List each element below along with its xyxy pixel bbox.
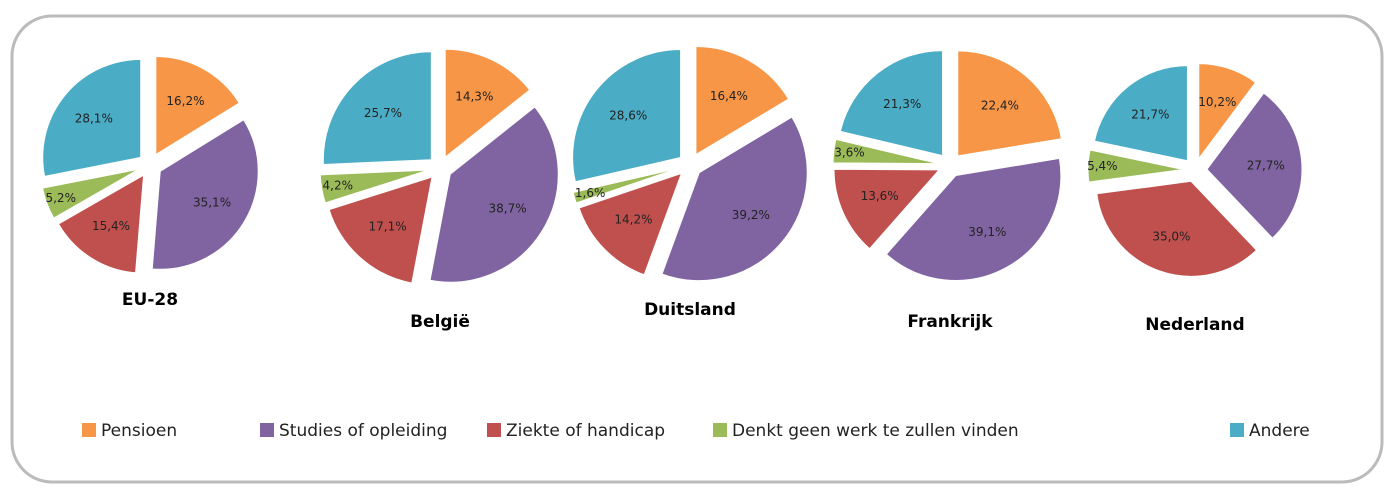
legend-swatch xyxy=(713,423,727,437)
pie-slice xyxy=(661,116,808,282)
pie-slice xyxy=(1206,92,1303,239)
data-label: 16,4% xyxy=(710,89,748,103)
pie-slice xyxy=(429,106,559,283)
pie-slice xyxy=(578,172,683,276)
pie-title: België xyxy=(410,312,470,332)
pie-slice xyxy=(695,46,790,156)
pie-slice xyxy=(155,56,240,156)
data-label: 28,1% xyxy=(75,111,113,125)
pie-slice xyxy=(1093,65,1188,162)
data-label: 21,7% xyxy=(1131,107,1169,121)
data-label: 39,1% xyxy=(968,225,1006,239)
data-label: 10,2% xyxy=(1198,95,1236,109)
data-label: 5,4% xyxy=(1087,159,1118,173)
pie-title: EU-28 xyxy=(122,290,178,310)
pie-slice xyxy=(319,169,429,204)
data-label: 25,7% xyxy=(364,106,402,120)
pie-slice xyxy=(1198,63,1257,161)
pie-slice xyxy=(957,50,1062,157)
pie-slice xyxy=(42,168,140,219)
legend-label: Ziekte of handicap xyxy=(506,421,665,441)
data-label: 39,2% xyxy=(732,208,770,222)
pie-title: Duitsland xyxy=(644,300,736,320)
data-label: 13,6% xyxy=(861,189,899,203)
legend-label: Studies of opleiding xyxy=(279,421,447,441)
pie-slice xyxy=(832,138,939,165)
legend-swatch xyxy=(260,423,274,437)
pie-slice xyxy=(572,49,682,183)
data-label: 28,6% xyxy=(609,108,647,122)
legend-label: Denkt geen werk te zullen vinden xyxy=(732,421,1019,441)
data-label: 3,6% xyxy=(834,145,865,159)
data-label: 4,2% xyxy=(323,179,354,193)
data-label: 16,2% xyxy=(166,94,204,108)
pie-slice xyxy=(839,50,944,157)
data-label: 14,2% xyxy=(614,213,652,227)
data-label: 5,2% xyxy=(45,191,76,205)
pie-slice xyxy=(328,176,433,284)
pie-slice xyxy=(322,51,432,165)
legend-label: Andere xyxy=(1249,421,1310,441)
pie-slice xyxy=(444,48,531,159)
data-label: 17,1% xyxy=(369,220,407,234)
pie-slice xyxy=(57,174,145,274)
data-label: 22,4% xyxy=(981,99,1019,113)
data-label: 38,7% xyxy=(489,201,527,215)
legend-swatch xyxy=(487,423,501,437)
legend-swatch xyxy=(1230,423,1244,437)
data-label: 1,6% xyxy=(575,186,606,200)
data-label: 14,3% xyxy=(455,89,493,103)
data-label: 15,4% xyxy=(92,219,130,233)
data-label: 35,0% xyxy=(1152,229,1190,243)
data-label: 27,7% xyxy=(1247,158,1285,172)
pie-title: Frankrijk xyxy=(907,312,993,332)
legend-swatch xyxy=(82,423,96,437)
pie-slice xyxy=(885,157,1062,281)
pie-slice xyxy=(572,167,679,204)
pie-slice xyxy=(151,119,259,270)
data-label: 21,3% xyxy=(883,97,921,111)
legend-label: Pensioen xyxy=(101,421,177,441)
pie-title: Nederland xyxy=(1145,315,1244,335)
pie-slice xyxy=(833,168,941,250)
pie-slice xyxy=(1087,149,1184,183)
data-label: 35,1% xyxy=(193,196,231,210)
pie-slice xyxy=(1096,180,1258,277)
pie-slice xyxy=(42,58,142,177)
